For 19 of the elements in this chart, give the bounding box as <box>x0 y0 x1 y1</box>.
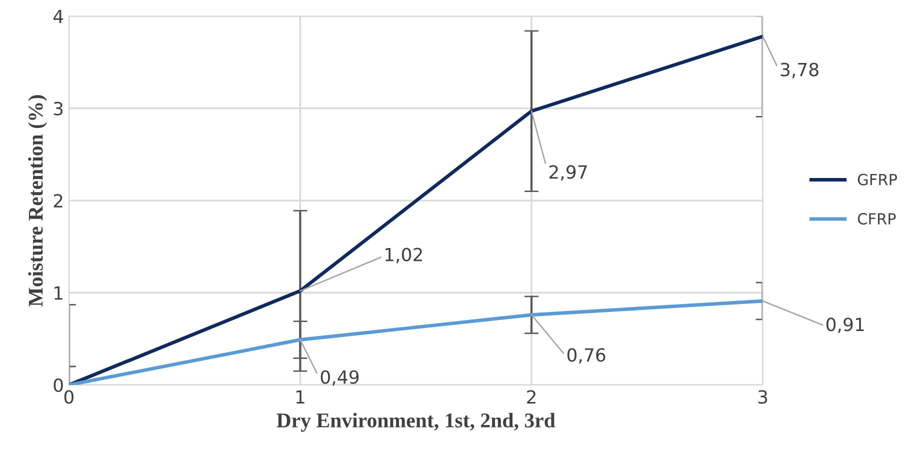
x-tick-label: 1 <box>296 390 304 404</box>
y-tick-label: 3 <box>54 102 63 116</box>
y-axis-title: Moisture Retention (%) <box>28 95 48 306</box>
legend-label: CFRP <box>858 213 896 225</box>
x-axis-title: Dry Environment, 1st, 2nd, 3rd <box>276 412 556 432</box>
data-label: 0,49 <box>320 370 359 386</box>
x-tick-label: 3 <box>758 390 768 404</box>
data-label: 0,76 <box>567 348 606 364</box>
y-tick-label: 2 <box>54 194 62 208</box>
y-tick-label: 0 <box>54 378 63 392</box>
y-tick-label: 4 <box>53 10 64 23</box>
data-label: 2,97 <box>549 165 587 181</box>
data-label: 1,02 <box>386 248 422 264</box>
data-label: 0,91 <box>826 318 864 334</box>
legend-label: GFRP <box>858 174 897 186</box>
y-tick-label: 1 <box>54 286 62 300</box>
x-tick-label: 2 <box>527 390 536 404</box>
x-tick-label: 0 <box>64 390 74 404</box>
data-label: 3,78 <box>780 62 818 78</box>
